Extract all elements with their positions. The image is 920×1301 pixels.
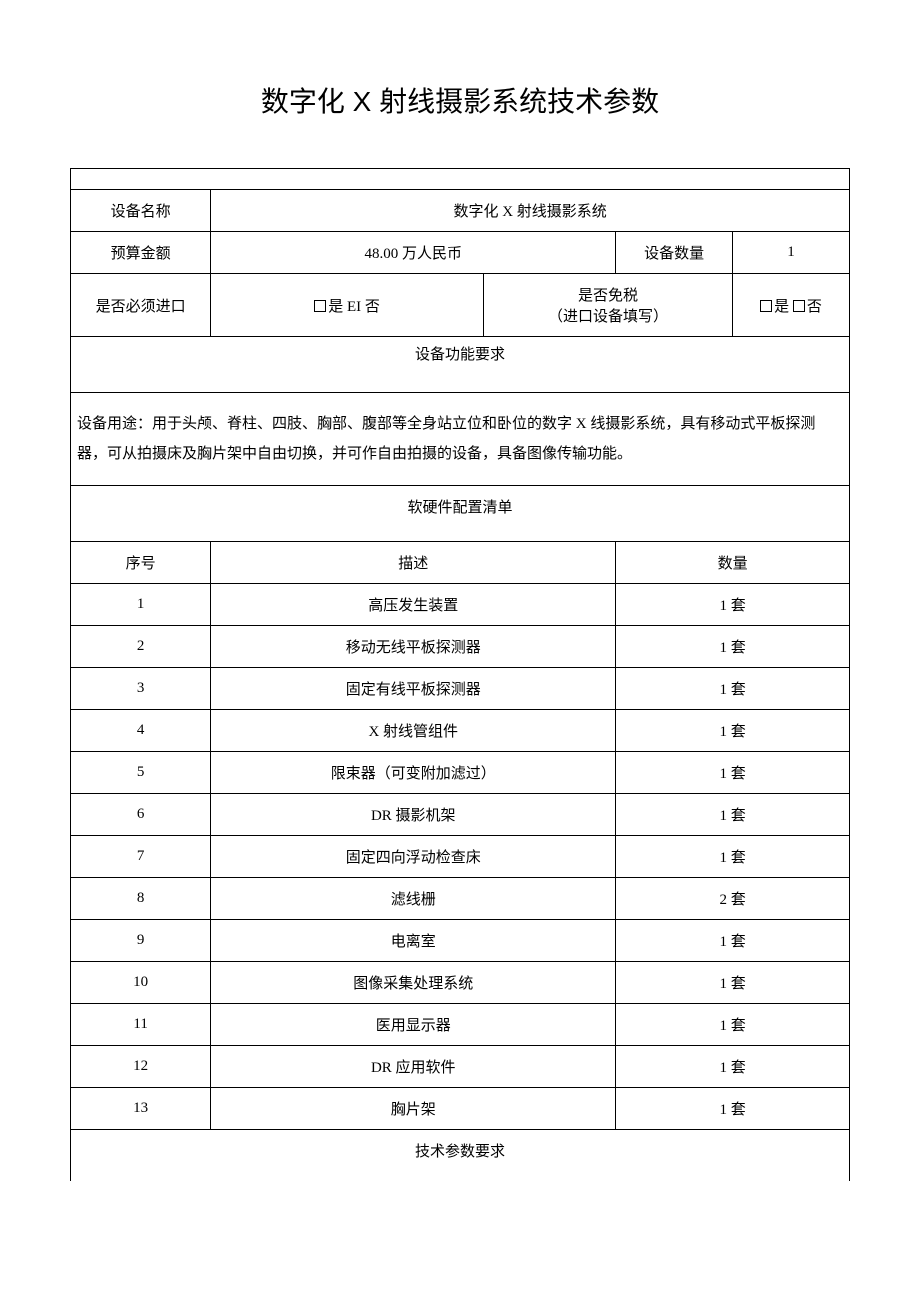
tax-l1: 是否免税 xyxy=(578,288,638,304)
table-row: 1高压发生装置1 套 xyxy=(71,584,850,626)
label-import: 是否必须进口 xyxy=(71,274,211,337)
cell-qty: 1 套 xyxy=(616,920,850,962)
table-row: 4X 射线管组件1 套 xyxy=(71,710,850,752)
tax-no-text: 否 xyxy=(807,299,822,315)
cell-desc: 固定四向浮动检查床 xyxy=(211,836,616,878)
cell-desc: 图像采集处理系统 xyxy=(211,962,616,1004)
label-device-qty: 设备数量 xyxy=(616,232,733,274)
checkbox-icon xyxy=(793,300,805,312)
value-budget: 48.00 万人民币 xyxy=(211,232,616,274)
import-no-text: EI 否 xyxy=(347,299,380,315)
spacer-row xyxy=(71,169,850,190)
label-device-name: 设备名称 xyxy=(71,190,211,232)
row-usage: 设备用途：用于头颅、脊柱、四肢、胸部、腹部等全身站立位和卧位的数字 X 线摄影系… xyxy=(71,393,850,486)
row-config-cols: 序号 描述 数量 xyxy=(71,542,850,584)
row-tech-req-header: 技术参数要求 xyxy=(71,1130,850,1182)
col-no: 序号 xyxy=(71,542,211,584)
cell-desc: 胸片架 xyxy=(211,1088,616,1130)
cell-no: 1 xyxy=(71,584,211,626)
cell-no: 8 xyxy=(71,878,211,920)
cell-qty: 1 套 xyxy=(616,584,850,626)
row-import: 是否必须进口 是 EI 否 是否免税 （进口设备填写） 是 否 xyxy=(71,274,850,337)
table-row: 12DR 应用软件1 套 xyxy=(71,1046,850,1088)
table-row: 3固定有线平板探测器1 套 xyxy=(71,668,850,710)
cell-desc: 医用显示器 xyxy=(211,1004,616,1046)
value-tax: 是 否 xyxy=(733,274,850,337)
tech-req-header: 技术参数要求 xyxy=(71,1130,850,1182)
tax-yes-text: 是 xyxy=(774,299,789,315)
table-row: 5限束器（可变附加滤过）1 套 xyxy=(71,752,850,794)
cell-desc: 高压发生装置 xyxy=(211,584,616,626)
value-device-name: 数字化 X 射线摄影系统 xyxy=(211,190,850,232)
tax-l2: （进口设备填写） xyxy=(548,309,668,325)
cell-no: 7 xyxy=(71,836,211,878)
row-func-req-header: 设备功能要求 xyxy=(71,337,850,393)
table-row: 9电离室1 套 xyxy=(71,920,850,962)
table-row: 7固定四向浮动检查床1 套 xyxy=(71,836,850,878)
checkbox-icon xyxy=(314,300,326,312)
cell-desc: 滤线栅 xyxy=(211,878,616,920)
table-row: 8滤线栅2 套 xyxy=(71,878,850,920)
cell-no: 11 xyxy=(71,1004,211,1046)
cell-no: 4 xyxy=(71,710,211,752)
cell-no: 10 xyxy=(71,962,211,1004)
row-config-header: 软硬件配置清单 xyxy=(71,486,850,542)
cell-qty: 1 套 xyxy=(616,668,850,710)
table-row: 2移动无线平板探测器1 套 xyxy=(71,626,850,668)
usage-text: 设备用途：用于头颅、脊柱、四肢、胸部、腹部等全身站立位和卧位的数字 X 线摄影系… xyxy=(71,393,850,486)
cell-qty: 1 套 xyxy=(616,794,850,836)
table-row: 11医用显示器1 套 xyxy=(71,1004,850,1046)
cell-desc: X 射线管组件 xyxy=(211,710,616,752)
cell-desc: DR 应用软件 xyxy=(211,1046,616,1088)
func-req-header: 设备功能要求 xyxy=(71,337,850,393)
cell-qty: 1 套 xyxy=(616,962,850,1004)
cell-qty: 1 套 xyxy=(616,752,850,794)
cell-qty: 1 套 xyxy=(616,836,850,878)
cell-qty: 1 套 xyxy=(616,710,850,752)
table-row: 10图像采集处理系统1 套 xyxy=(71,962,850,1004)
col-qty: 数量 xyxy=(616,542,850,584)
table-row: 13胸片架1 套 xyxy=(71,1088,850,1130)
spec-table: 设备名称 数字化 X 射线摄影系统 预算金额 48.00 万人民币 设备数量 1… xyxy=(70,168,850,1181)
page-title: 数字化 X 射线摄影系统技术参数 xyxy=(70,80,850,120)
cell-qty: 1 套 xyxy=(616,626,850,668)
cell-desc: 电离室 xyxy=(211,920,616,962)
cell-no: 9 xyxy=(71,920,211,962)
cell-qty: 1 套 xyxy=(616,1004,850,1046)
table-row: 6DR 摄影机架1 套 xyxy=(71,794,850,836)
cell-qty: 1 套 xyxy=(616,1046,850,1088)
cell-qty: 2 套 xyxy=(616,878,850,920)
import-yes-text: 是 xyxy=(328,299,343,315)
col-desc: 描述 xyxy=(211,542,616,584)
cell-no: 3 xyxy=(71,668,211,710)
checkbox-icon xyxy=(760,300,772,312)
row-device-name: 设备名称 数字化 X 射线摄影系统 xyxy=(71,190,850,232)
label-budget: 预算金额 xyxy=(71,232,211,274)
cell-desc: DR 摄影机架 xyxy=(211,794,616,836)
value-device-qty: 1 xyxy=(733,232,850,274)
value-import: 是 EI 否 xyxy=(211,274,484,337)
cell-no: 2 xyxy=(71,626,211,668)
row-budget: 预算金额 48.00 万人民币 设备数量 1 xyxy=(71,232,850,274)
cell-no: 13 xyxy=(71,1088,211,1130)
config-header: 软硬件配置清单 xyxy=(71,486,850,542)
label-tax: 是否免税 （进口设备填写） xyxy=(483,274,732,337)
cell-no: 12 xyxy=(71,1046,211,1088)
cell-desc: 移动无线平板探测器 xyxy=(211,626,616,668)
cell-desc: 限束器（可变附加滤过） xyxy=(211,752,616,794)
cell-no: 5 xyxy=(71,752,211,794)
cell-desc: 固定有线平板探测器 xyxy=(211,668,616,710)
cell-qty: 1 套 xyxy=(616,1088,850,1130)
cell-no: 6 xyxy=(71,794,211,836)
